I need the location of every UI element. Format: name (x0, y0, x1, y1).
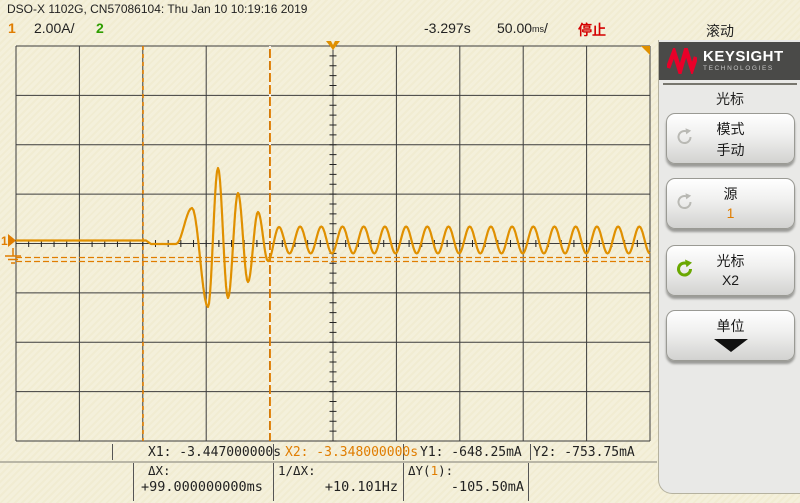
divider (112, 444, 113, 460)
keysight-logo: KEYSIGHT TECHNOLOGIES (659, 42, 800, 80)
brand-subname: TECHNOLOGIES (703, 65, 774, 73)
cursor-x2-readout: X2: -3.348000000s (285, 445, 419, 460)
softkey-label: 光标 (716, 253, 745, 269)
panel-divider (663, 83, 797, 85)
divider (528, 463, 529, 501)
timebase-suffix: / (544, 20, 548, 36)
softkey-label: 模式 (716, 121, 745, 137)
timebase-unit: ms (532, 24, 545, 34)
cursor-x1-readout: X1: -3.447000000s (148, 445, 282, 460)
rotate-icon-active (677, 259, 692, 277)
down-arrow-icon (713, 339, 748, 352)
softkey-source-button[interactable]: 源 1 (666, 178, 795, 229)
softkey-panel: KEYSIGHT TECHNOLOGIES 光标 模式 手动 源 1 (658, 40, 800, 494)
delta-y-label: ΔY(1): (408, 463, 454, 478)
cursor-y2-readout: Y2: -753.75mA (533, 445, 635, 460)
softkey-label: 源 (723, 186, 738, 202)
channel1-badge[interactable]: 1 (8, 20, 16, 36)
bottom-separator (0, 461, 657, 463)
delta-y-channel: 1 (430, 463, 439, 478)
timebase-value: 50.00 (497, 20, 533, 36)
divider (273, 444, 274, 460)
channel1-scale[interactable]: 2.00A/ (34, 20, 75, 36)
softkey-value: 手动 (716, 142, 745, 158)
softkey-value: 1 (726, 205, 735, 221)
time-offset: -3.297s (424, 20, 471, 36)
softkey-label: 单位 (716, 318, 745, 334)
cursor-y1-readout: Y1: -648.25mA (420, 445, 522, 460)
inv-delta-x-value: +10.101Hz (324, 479, 398, 495)
divider (133, 463, 134, 501)
menu-title-cursor: 光标 (716, 91, 744, 107)
delta-x-label: ΔX: (148, 463, 171, 478)
channel2-badge[interactable]: 2 (96, 20, 104, 36)
waveform-display: 1 (1, 41, 651, 442)
delta-y-value: -105.50mA (450, 479, 524, 495)
divider (530, 444, 531, 460)
acquisition-mode-label: 滚动 (706, 23, 734, 39)
instrument-title: DSO-X 1102G, CN57086104: Thu Jan 10 10:1… (7, 2, 308, 16)
divider (273, 463, 274, 501)
softkey-units-button[interactable]: 单位 (666, 310, 795, 361)
divider (403, 463, 404, 501)
inv-delta-x-label: 1/ΔX: (278, 463, 316, 478)
softkey-cursor-button[interactable]: 光标 X2 (666, 245, 795, 296)
rotate-icon (677, 193, 692, 209)
softkey-value: X2 (721, 272, 740, 288)
timebase: 50.00ms/ (497, 20, 548, 36)
delta-x-value: +99.000000000ms (141, 479, 263, 495)
svg-text:1: 1 (1, 234, 8, 248)
rotate-icon (677, 128, 692, 144)
brand-name: KEYSIGHT (703, 48, 784, 66)
divider (403, 444, 404, 460)
keysight-spark-icon (667, 48, 697, 74)
softkey-mode-button[interactable]: 模式 手动 (666, 113, 795, 164)
run-state-stopped: 停止 (578, 22, 606, 38)
